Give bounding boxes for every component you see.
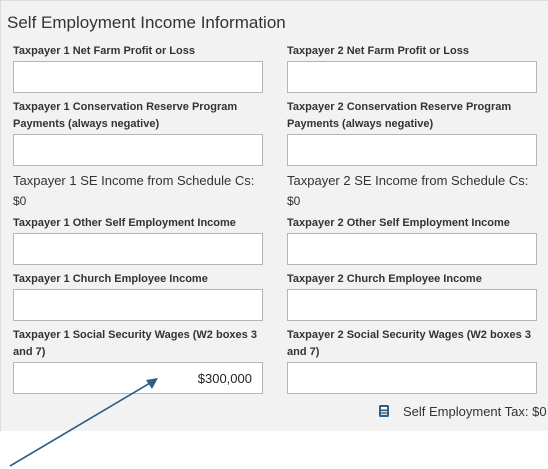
self-employment-tax-summary: Self Employment Tax: $0 [379, 404, 547, 420]
self-employment-tax-label: Self Employment Tax: [403, 404, 529, 419]
taxpayer2-other-se-input[interactable] [287, 233, 537, 265]
taxpayer1-other-se-input[interactable] [13, 233, 263, 265]
taxpayer2-se-income-value: $0 [287, 194, 301, 208]
taxpayer2-net-farm-input[interactable] [287, 61, 537, 93]
taxpayer1-church-input[interactable] [13, 289, 263, 321]
taxpayer1-ss-wages-input[interactable] [13, 362, 263, 394]
self-employment-tax-value: $0 [532, 404, 547, 419]
taxpayer2-crp-label-line2: Payments (always negative) [287, 118, 434, 130]
taxpayer1-church-label: Taxpayer 1 Church Employee Income [13, 273, 208, 285]
taxpayer1-se-income-value: $0 [13, 194, 27, 208]
taxpayer1-net-farm-input[interactable] [13, 61, 263, 93]
taxpayer1-other-se-label: Taxpayer 1 Other Self Employment Income [13, 217, 236, 229]
taxpayer2-ss-wages-input[interactable] [287, 362, 537, 394]
section-title: Self Employment Income Information [7, 13, 286, 32]
taxpayer2-church-label: Taxpayer 2 Church Employee Income [287, 273, 482, 285]
taxpayer1-se-income-label: Taxpayer 1 SE Income from Schedule Cs: [13, 173, 255, 188]
taxpayer2-se-income-label: Taxpayer 2 SE Income from Schedule Cs: [287, 173, 529, 188]
taxpayer2-ss-wages-label-line1: Taxpayer 2 Social Security Wages (W2 box… [287, 329, 531, 341]
taxpayer2-crp-label-line1: Taxpayer 2 Conservation Reserve Program [287, 101, 512, 113]
taxpayer1-net-farm-label: Taxpayer 1 Net Farm Profit or Loss [13, 45, 195, 57]
taxpayer2-other-se-label: Taxpayer 2 Other Self Employment Income [287, 217, 510, 229]
taxpayer2-net-farm-label: Taxpayer 2 Net Farm Profit or Loss [287, 45, 469, 57]
taxpayer2-ss-wages-label-line2: and 7) [287, 346, 320, 358]
self-employment-panel: Self Employment Income Information Taxpa… [0, 0, 548, 431]
taxpayer1-ss-wages-label-line1: Taxpayer 1 Social Security Wages (W2 box… [13, 329, 257, 341]
taxpayer1-crp-label-line1: Taxpayer 1 Conservation Reserve Program [13, 101, 238, 113]
taxpayer2-crp-input[interactable] [287, 134, 537, 166]
calculator-icon [379, 405, 389, 420]
taxpayer1-crp-label-line2: Payments (always negative) [13, 118, 160, 130]
taxpayer1-crp-input[interactable] [13, 134, 263, 166]
taxpayer1-ss-wages-label-line2: and 7) [13, 346, 46, 358]
taxpayer2-church-input[interactable] [287, 289, 537, 321]
